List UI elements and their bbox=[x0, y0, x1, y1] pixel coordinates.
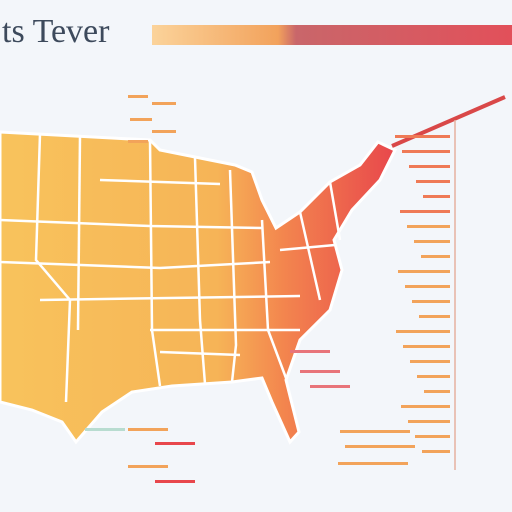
dash bbox=[85, 428, 125, 431]
dash bbox=[290, 350, 330, 353]
header-bar bbox=[152, 25, 512, 45]
dash bbox=[415, 435, 450, 438]
dash bbox=[423, 195, 450, 198]
legend-dashes bbox=[85, 95, 450, 483]
dash bbox=[128, 95, 148, 98]
dash bbox=[338, 462, 408, 465]
dash bbox=[155, 480, 195, 483]
state-borders bbox=[0, 133, 342, 403]
dash bbox=[395, 135, 450, 138]
dash bbox=[403, 345, 450, 348]
dash bbox=[128, 140, 148, 143]
dash bbox=[421, 255, 450, 258]
dash bbox=[152, 102, 176, 105]
dash bbox=[422, 450, 450, 453]
dash bbox=[410, 360, 450, 363]
dash bbox=[402, 150, 450, 153]
dash bbox=[416, 180, 450, 183]
dash bbox=[310, 385, 350, 388]
dash bbox=[398, 270, 450, 273]
dash bbox=[128, 428, 168, 431]
dash bbox=[407, 225, 450, 228]
dash bbox=[401, 405, 450, 408]
dash bbox=[345, 445, 415, 448]
dash bbox=[396, 330, 450, 333]
dash bbox=[424, 390, 450, 393]
title: ts Tever bbox=[2, 13, 110, 50]
dash bbox=[152, 130, 176, 133]
dash bbox=[300, 370, 340, 373]
dash bbox=[408, 420, 450, 423]
dash bbox=[400, 210, 450, 213]
us-map bbox=[0, 130, 398, 445]
dash bbox=[155, 442, 195, 445]
dash bbox=[412, 300, 450, 303]
dash bbox=[128, 465, 168, 468]
dash bbox=[340, 430, 410, 433]
dash bbox=[417, 375, 450, 378]
dash bbox=[419, 315, 450, 318]
dash bbox=[405, 285, 450, 288]
dash bbox=[409, 165, 450, 168]
dash bbox=[414, 240, 450, 243]
dash bbox=[130, 118, 152, 121]
